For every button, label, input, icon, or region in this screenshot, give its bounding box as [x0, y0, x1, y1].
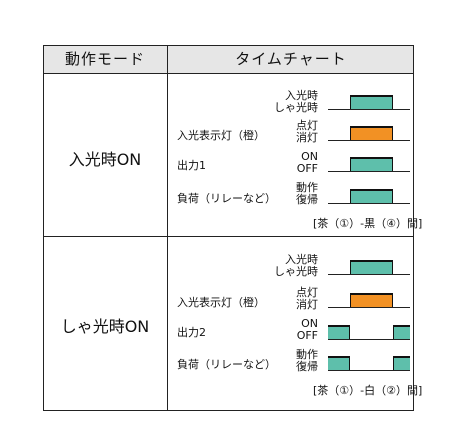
- load-label: 負荷（リレーなど）: [177, 358, 276, 371]
- state-pair-output: ON OFF: [296, 150, 318, 175]
- state-pair-load: 動作 復帰: [296, 181, 318, 206]
- state-pair-light: 入光時 しゃ光時: [274, 89, 318, 114]
- header-mode-column: 動作モード: [64, 50, 145, 68]
- table-top-border: [43, 45, 414, 46]
- mode-label: 入光時ON: [68, 150, 142, 169]
- signal-baseline: [328, 109, 410, 110]
- header-chart-column: タイムチャート: [235, 50, 347, 68]
- signal-pulse-before: [328, 356, 350, 370]
- time-chart-table: 動作モード タイムチャート 入光時ON 入光時 しゃ光時 入光表示灯（橙） 点灯消…: [43, 45, 422, 411]
- state-pair-indicator: 点灯 消灯: [296, 286, 318, 311]
- column-divider: [167, 45, 168, 411]
- wiring-note: [茶（①）-白（②）間]: [313, 384, 423, 397]
- table-right-border: [413, 45, 414, 411]
- signal-pulse-after: [393, 356, 410, 370]
- state-pair-indicator: 点灯 消灯: [296, 119, 318, 144]
- state-pair-light: 入光時 しゃ光時: [274, 253, 318, 278]
- signal-load: [328, 184, 410, 204]
- table-header: [43, 45, 414, 73]
- signal-light-received: [328, 255, 410, 275]
- signal-pulse: [350, 126, 393, 140]
- row-divider: [43, 236, 414, 237]
- state-pair-output: ON OFF: [296, 317, 318, 342]
- indicator-label: 入光表示灯（橙）: [177, 129, 265, 142]
- header-bottom-border: [43, 73, 414, 74]
- signal-light-received: [328, 90, 410, 110]
- state-pair-load: 動作 復帰: [296, 348, 318, 373]
- signal-pulse-after: [393, 325, 410, 339]
- signal-output: [328, 320, 410, 340]
- table-left-border: [43, 45, 44, 411]
- signal-baseline: [328, 370, 410, 371]
- table-bottom-border: [43, 410, 414, 411]
- signal-pulse: [350, 95, 393, 109]
- signal-pulse: [350, 260, 393, 274]
- output-label: 出力2: [177, 326, 206, 339]
- output-label: 出力1: [177, 159, 206, 172]
- mode-label: しゃ光時ON: [60, 317, 150, 336]
- signal-baseline: [328, 274, 410, 275]
- signal-pulse: [350, 189, 393, 203]
- signal-output: [328, 152, 410, 172]
- signal-indicator: [328, 288, 410, 308]
- signal-load: [328, 351, 410, 371]
- signal-indicator: [328, 121, 410, 141]
- signal-baseline: [328, 307, 410, 308]
- indicator-label: 入光表示灯（橙）: [177, 296, 265, 309]
- wiring-note: [茶（①）-黒（④）間]: [313, 217, 423, 230]
- load-label: 負荷（リレーなど）: [177, 192, 276, 205]
- signal-pulse: [350, 293, 393, 307]
- signal-pulse: [350, 157, 393, 171]
- signal-baseline: [328, 140, 410, 141]
- signal-baseline: [328, 339, 410, 340]
- signal-pulse-before: [328, 325, 350, 339]
- signal-baseline: [328, 171, 410, 172]
- signal-baseline: [328, 203, 410, 204]
